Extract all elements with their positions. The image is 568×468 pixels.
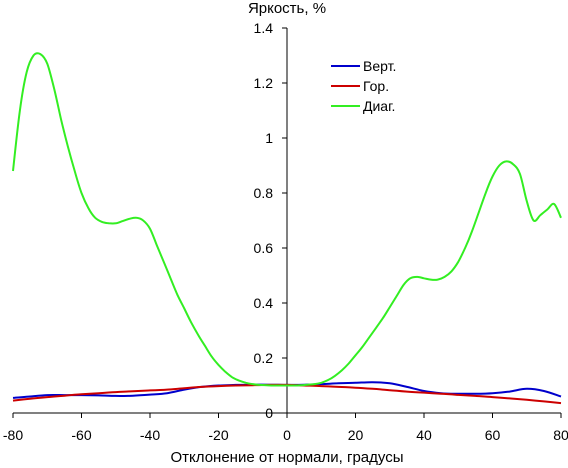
legend-label: Верт.	[363, 58, 396, 74]
x-tick-label: 60	[485, 427, 501, 443]
x-tick-label: 0	[283, 427, 291, 443]
x-tick-label: 40	[416, 427, 432, 443]
x-tick-label: -80	[3, 427, 23, 443]
series-lines	[12, 52, 562, 405]
x-axis-title: Отклонение от нормали, градусы	[171, 449, 404, 466]
legend-label: Диаг.	[363, 98, 395, 114]
legend: Верт. Гор. Диаг.	[331, 58, 396, 114]
y-tick-label: 0	[265, 405, 273, 421]
y-tick-label: 0.8	[254, 185, 274, 201]
y-ticks: 0 0.2 0.4 0.6 0.8 1 1.2 1.4	[254, 20, 287, 421]
x-tick-label: -60	[71, 427, 91, 443]
y-tick-label: 0.4	[254, 295, 274, 311]
axes	[13, 28, 561, 414]
x-tick-label: 20	[348, 427, 364, 443]
y-tick-label: 1	[265, 130, 273, 146]
y-tick-label: 1.4	[254, 20, 274, 36]
x-tick-label: 80	[553, 427, 568, 443]
y-tick-label: 0.2	[254, 350, 274, 366]
x-ticks: -80 -60 -40 -20 0 20 40 60 80	[3, 413, 568, 443]
x-tick-label: -20	[208, 427, 228, 443]
legend-label: Гор.	[363, 78, 389, 94]
y-axis-title: Яркость, %	[248, 0, 326, 17]
series-line-2	[12, 52, 562, 387]
x-tick-label: -40	[140, 427, 160, 443]
y-tick-label: 0.6	[254, 240, 274, 256]
y-tick-label: 1.2	[254, 75, 274, 91]
